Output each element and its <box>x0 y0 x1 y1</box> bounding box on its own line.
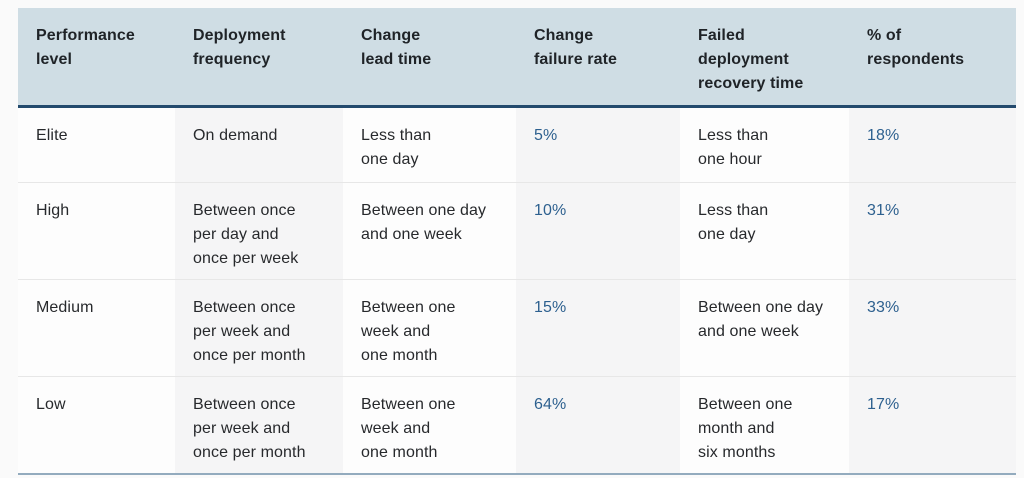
cell-failed-deployment-recovery-time: Less than one hour <box>680 106 849 182</box>
column-header-deployment-frequency: Deployment frequency <box>175 8 343 108</box>
table-row-low: Low Between once per week and once per m… <box>18 375 1016 474</box>
cell-deployment-frequency: Between once per day and once per week <box>175 181 343 279</box>
cell-deployment-frequency: On demand <box>175 106 343 182</box>
cell-performance-level: High <box>18 181 175 279</box>
cell-failed-deployment-recovery-time: Between one month and six months <box>680 375 849 474</box>
header-row: Performance level Deployment frequency C… <box>18 8 1016 108</box>
cell-percent-respondents: 17% <box>849 375 1016 474</box>
table-row-medium: Medium Between once per week and once pe… <box>18 278 1016 376</box>
cell-change-lead-time: Between one day and one week <box>343 181 516 279</box>
column-header-percent-respondents: % of respondents <box>849 8 1016 108</box>
column-header-change-lead-time: Change lead time <box>343 8 516 108</box>
cell-deployment-frequency: Between once per week and once per month <box>175 375 343 474</box>
dora-performance-table: Performance level Deployment frequency C… <box>18 8 1016 475</box>
cell-change-failure-rate: 5% <box>516 106 680 182</box>
cell-change-lead-time: Between one week and one month <box>343 375 516 474</box>
table-row-elite: Elite On demand Less than one day 5% Les… <box>18 106 1016 182</box>
cell-deployment-frequency: Between once per week and once per month <box>175 278 343 376</box>
cell-performance-level: Medium <box>18 278 175 376</box>
column-header-performance-level: Performance level <box>18 8 175 108</box>
cell-failed-deployment-recovery-time: Less than one day <box>680 181 849 279</box>
cell-change-failure-rate: 64% <box>516 375 680 474</box>
table-row-high: High Between once per day and once per w… <box>18 181 1016 279</box>
cell-change-lead-time: Less than one day <box>343 106 516 182</box>
cell-performance-level: Low <box>18 375 175 474</box>
cell-change-failure-rate: 15% <box>516 278 680 376</box>
column-header-failed-deployment-recovery-time: Failed deployment recovery time <box>680 8 849 108</box>
cell-percent-respondents: 33% <box>849 278 1016 376</box>
cell-percent-respondents: 18% <box>849 106 1016 182</box>
cell-performance-level: Elite <box>18 106 175 182</box>
cell-change-lead-time: Between one week and one month <box>343 278 516 376</box>
cell-percent-respondents: 31% <box>849 181 1016 279</box>
cell-failed-deployment-recovery-time: Between one day and one week <box>680 278 849 376</box>
column-header-change-failure-rate: Change failure rate <box>516 8 680 108</box>
cell-change-failure-rate: 10% <box>516 181 680 279</box>
